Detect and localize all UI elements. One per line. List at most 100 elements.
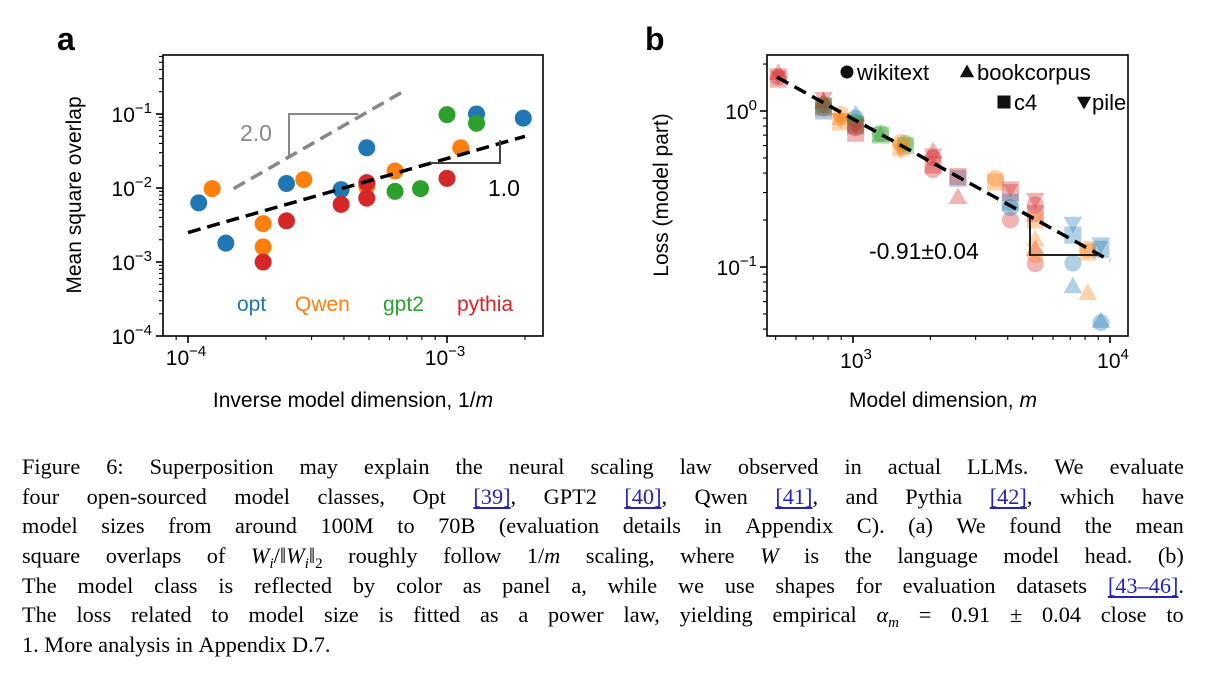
data-point-pythia-c4 [924, 156, 942, 174]
fit-line-slope-1 [187, 134, 526, 235]
caption-text: power [548, 602, 610, 628]
data-point-opt [190, 194, 208, 212]
caption-word: language [897, 541, 983, 571]
tick-base: 10 [112, 104, 135, 127]
caption-text: C). [856, 513, 891, 539]
caption-word: 100M [320, 511, 379, 541]
caption-word: neural [509, 452, 570, 482]
tick-exponent: −3 [448, 343, 465, 360]
caption-word: [43–46]. [1108, 571, 1184, 601]
slope-triangle-1 [430, 140, 501, 164]
caption-word: explain [364, 452, 435, 482]
caption-text: LLMs. [967, 454, 1034, 479]
caption-text: model [248, 602, 310, 628]
caption-word: use [725, 571, 760, 601]
caption-word: is [804, 541, 824, 571]
caption-text: evaluation [902, 572, 1002, 598]
caption-text: around [235, 513, 303, 539]
caption-text: model [77, 572, 139, 598]
caption-word: The [22, 600, 62, 630]
data-point-pythia-c4 [847, 124, 865, 142]
citation-link[interactable]: [40] [624, 483, 662, 509]
slope-label-2: 2.0 [240, 120, 272, 146]
caption-text: scaling [590, 454, 660, 479]
caption-word: More [44, 630, 98, 660]
caption-text: 1. [22, 632, 45, 658]
caption-text: for [855, 572, 888, 598]
caption-word: is [218, 571, 238, 601]
caption-word: follow [443, 541, 507, 571]
figure-caption: Figure 6: Superposition may explain the … [22, 452, 1184, 660]
caption-line: The loss related to model size is fitted… [22, 600, 1184, 631]
data-point-pythia-wikitext [1026, 255, 1044, 273]
caption-word: to [211, 600, 234, 630]
caption-text: observed [737, 454, 824, 479]
data-point-pythia-pile [1025, 192, 1045, 210]
caption-word: Opt [412, 482, 451, 512]
caption-word: model [234, 482, 295, 512]
caption-word: as [480, 600, 504, 630]
caption-word: from [168, 511, 217, 541]
caption-word: evaluate [1110, 452, 1184, 482]
tick-exponent: 3 [864, 346, 872, 363]
caption-word: may [299, 452, 343, 482]
caption-word: 70B [438, 511, 481, 541]
data-point-pythia [358, 189, 376, 207]
tick-exponent: 0 [749, 97, 757, 114]
caption-word: and [846, 482, 884, 512]
citation-link[interactable]: [41] [775, 483, 813, 509]
caption-word: we [678, 571, 710, 601]
caption-text: analysis [98, 632, 176, 658]
caption-word: in [704, 511, 727, 541]
caption-text: size [324, 602, 365, 628]
caption-word: power [548, 600, 609, 630]
caption-word: Superposition [150, 452, 279, 482]
citation-link[interactable]: [39] [473, 483, 511, 509]
caption-word: of [207, 541, 231, 571]
caption-word: the [845, 541, 878, 571]
caption-text: Appendix [198, 632, 293, 658]
data-point-opt [217, 234, 235, 252]
caption-word: LLMs. [967, 452, 1034, 482]
caption-text: shapes [775, 572, 841, 598]
caption-text: fitted [413, 602, 466, 628]
caption-text: four [22, 483, 65, 509]
caption-word: 1. [22, 630, 44, 660]
citation-link[interactable]: [43–46] [1107, 572, 1179, 598]
data-point-pythia [277, 212, 295, 230]
tick-base: 10 [112, 326, 135, 349]
data-point-opt [358, 139, 376, 157]
caption-text: 1/ [526, 543, 545, 569]
data-point-opt [332, 181, 350, 199]
caption-text: (evaluation [498, 513, 605, 539]
caption-word: which [1060, 482, 1120, 512]
data-point-pythia [332, 195, 350, 213]
caption-math: 2 [315, 556, 323, 573]
caption-word: W [760, 541, 784, 571]
tick-exponent: −4 [135, 322, 152, 339]
tick-exponent: −1 [740, 253, 757, 270]
legend-entry-wikitext: wikitext [856, 60, 929, 85]
caption-line: four open-sourced model classes, Opt [39… [22, 482, 1184, 512]
caption-text [323, 543, 329, 568]
legend-entry-gpt2: gpt2 [383, 293, 424, 316]
legend-entry-bookcorpus: bookcorpus [977, 60, 1091, 85]
caption-word: (b) [1158, 541, 1184, 571]
axes-frame [766, 54, 1129, 337]
caption-text: in [844, 454, 868, 479]
data-point-opt-bookcorpus [1091, 311, 1111, 328]
caption-word: [42], [990, 482, 1038, 512]
panel-label: a [57, 21, 75, 57]
caption-text: close [1100, 602, 1153, 628]
caption-text: We [956, 513, 992, 539]
citation-link[interactable]: [42] [989, 483, 1027, 509]
data-point-pythia-bookcorpus [814, 91, 833, 109]
caption-text: model [1003, 543, 1065, 569]
caption-text: follow [443, 543, 507, 569]
y-axis-label: Loss (model part) [650, 113, 673, 276]
caption-word: empirical [772, 600, 862, 630]
caption-text: mean [1135, 513, 1184, 539]
x-axis-label-text: Model dimension, [849, 389, 1019, 412]
caption-word: sizes [101, 511, 150, 541]
